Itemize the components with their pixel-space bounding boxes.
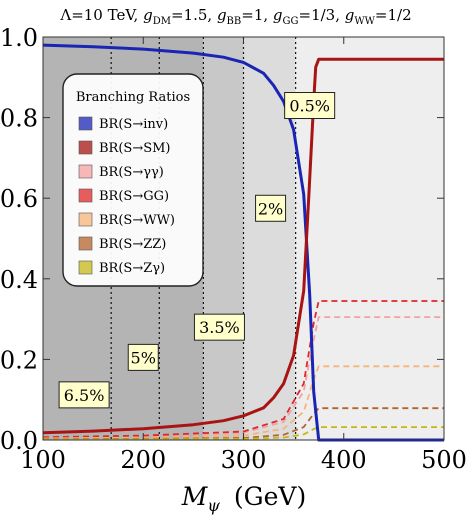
y-tick-label: 0.2 xyxy=(0,346,38,374)
legend-label-br-s: BR(S→γγ) xyxy=(99,165,164,180)
x-tick-label: 200 xyxy=(120,446,166,474)
series-line-br-s-ww xyxy=(42,365,444,440)
y-tick-label: 1.0 xyxy=(0,24,38,52)
legend-label-br-s-sm: BR(S→SM) xyxy=(99,141,171,156)
legend-label-br-s-z: BR(S→Zγ) xyxy=(99,261,165,276)
series-line-br-s-z xyxy=(42,426,444,441)
legend-swatch-br-s-gg xyxy=(78,188,93,203)
annotation-0-5: 0.5% xyxy=(284,92,336,120)
annotations: 0.5% 2% 3.5% 5% 6.5% xyxy=(58,92,336,409)
axis-ticks: 100 200 300 400 500 0.0 0.2 0.4 0.6 0.8 1.0 xyxy=(0,24,467,474)
annotation-label: 3.5% xyxy=(199,318,240,337)
annotation-box xyxy=(255,194,287,222)
chart-title: Λ=10 TeV, gDM=1.5, gBB=1, gGG=1/3, gWW=1… xyxy=(59,6,411,27)
annotation-box xyxy=(58,381,110,409)
legend-label-br-s-inv: BR(S→inv) xyxy=(99,117,168,132)
x-tick-label: 100 xyxy=(20,446,66,474)
annotation-label: 0.5% xyxy=(289,97,330,116)
legend: Branching Ratios BR(S→inv) BR(S→SM) BR(S→γ… xyxy=(62,73,204,287)
plot-frame xyxy=(42,36,445,441)
series-line-br-s-inv xyxy=(42,43,444,442)
series-curves xyxy=(42,43,444,442)
annotation-label: 2% xyxy=(258,199,283,218)
legend-swatch-br-s-z xyxy=(78,260,93,275)
annotation-label: 5% xyxy=(131,348,156,367)
legend-swatch-br-s-zz xyxy=(78,236,93,251)
series-line-br-s-gg xyxy=(42,300,444,439)
y-tick-label: 0.4 xyxy=(0,266,38,294)
series-line-br-s xyxy=(42,316,444,439)
x-tick-label: 500 xyxy=(421,446,467,474)
legend-entries: BR(S→inv) BR(S→SM) BR(S→γγ) BR(S→GG) BR(S→WW… xyxy=(78,116,175,276)
annotation-box xyxy=(127,343,159,371)
x-axis-label: Mψ (GeV) xyxy=(181,482,306,515)
series-line-br-s-sm xyxy=(42,57,444,435)
legend-swatch-br-s-sm xyxy=(78,140,93,155)
annotation-6-5: 6.5% xyxy=(58,381,110,409)
legend-title: Branching Ratios xyxy=(76,90,190,105)
y-tick-label: 0.8 xyxy=(0,105,38,133)
y-tick-label: 0.6 xyxy=(0,185,38,213)
annotation-box xyxy=(284,92,336,120)
legend-label-br-s-ww: BR(S→WW) xyxy=(99,213,175,228)
annotation-box xyxy=(193,313,245,341)
legend-swatch-br-s-ww xyxy=(78,212,93,227)
shaded-region-2 xyxy=(203,37,244,440)
legend-box xyxy=(62,73,204,287)
annotation-3-5: 3.5% xyxy=(193,313,245,341)
legend-swatch-br-s-inv xyxy=(78,116,93,131)
legend-swatch-br-s xyxy=(78,164,93,179)
y-tick-label: 0.0 xyxy=(0,427,38,455)
legend-label-br-s-zz: BR(S→ZZ) xyxy=(99,237,166,252)
annotation-2: 2% xyxy=(255,194,287,222)
x-tick-label: 300 xyxy=(221,446,267,474)
legend-label-br-s-gg: BR(S→GG) xyxy=(99,189,169,204)
x-tick-label: 400 xyxy=(321,446,367,474)
annotation-label: 6.5% xyxy=(64,386,105,405)
annotation-5: 5% xyxy=(127,343,159,371)
